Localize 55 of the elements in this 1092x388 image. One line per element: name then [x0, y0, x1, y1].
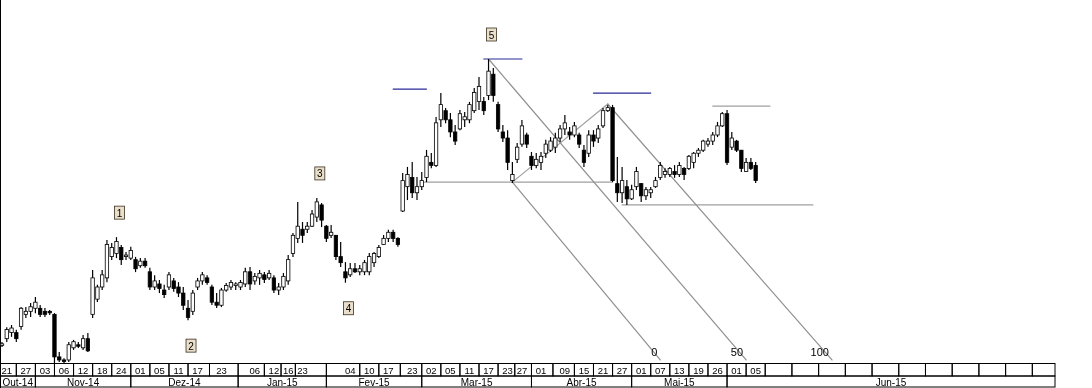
x-tick-label: 01 [635, 364, 647, 376]
x-tick-label: 05 [750, 364, 761, 376]
text: Nov-14 [66, 376, 100, 388]
x-tick-label: 11 [173, 364, 184, 376]
x-tick-label: 16 [282, 364, 294, 376]
x-tick-label: 12 [77, 364, 89, 376]
x-tick-label: 04 [344, 364, 356, 376]
series-label: 50 [730, 345, 744, 358]
x-tick-label: 01 [135, 364, 146, 376]
x-tick-label: 21 [1, 364, 13, 376]
series-label: 100 [810, 345, 829, 358]
x-tick-label: 06 [249, 364, 261, 376]
x-tick-label: 10 [364, 364, 375, 376]
x-tick-label: 26 [712, 364, 723, 376]
text: Out-14 [2, 376, 34, 388]
x-tick-label: 06 [58, 364, 70, 376]
text: Jun-15 [875, 376, 907, 388]
text: Mai-15 [664, 376, 696, 388]
x-tick-label: 23 [406, 364, 418, 376]
x-tick-label: 24 [115, 364, 127, 376]
x-tick-label: 05 [445, 364, 456, 376]
text: Abr-15 [566, 376, 597, 388]
x-tick-label: 02 [426, 364, 437, 376]
x-tick-label: 13 [674, 364, 685, 376]
x-tick-label: 27 [616, 364, 628, 376]
x-tick-label: 17 [192, 364, 203, 376]
x-tick-label: 23 [502, 364, 513, 376]
x-tick-label: 11 [464, 364, 475, 376]
x-tick-label: 23 [216, 364, 227, 376]
text: Mar-15 [460, 376, 493, 388]
x-tick-label: 17 [383, 364, 394, 376]
annotation: 5 [488, 29, 495, 41]
x-tick-label: 05 [154, 364, 165, 376]
annotation: 3 [317, 168, 324, 180]
x-tick-label: 27 [516, 364, 528, 376]
annotation: 4 [345, 303, 352, 315]
x-tick-label: 01 [535, 364, 547, 376]
x-tick-label: 07 [654, 364, 666, 376]
x-tick-label: 12 [268, 364, 280, 376]
x-tick-label: 15 [578, 364, 590, 376]
text: Jan-15 [266, 376, 298, 388]
text: Dez-14 [168, 376, 201, 388]
x-tick-label: 03 [39, 364, 51, 376]
series-label: 0 [651, 345, 658, 358]
x-tick-label: 09 [559, 364, 571, 376]
x-tick-label: 21 [597, 364, 609, 376]
x-tick-label: 27 [20, 364, 32, 376]
annotation: 2 [188, 340, 195, 352]
x-tick-label: 17 [483, 364, 494, 376]
x-tick-label: 19 [693, 364, 704, 376]
text: Fev-15 [358, 376, 391, 388]
annotation: 1 [116, 207, 123, 219]
x-tick-label: 01 [731, 364, 742, 376]
x-tick-label: 18 [96, 364, 108, 376]
x-tick-label: 23 [297, 364, 308, 376]
